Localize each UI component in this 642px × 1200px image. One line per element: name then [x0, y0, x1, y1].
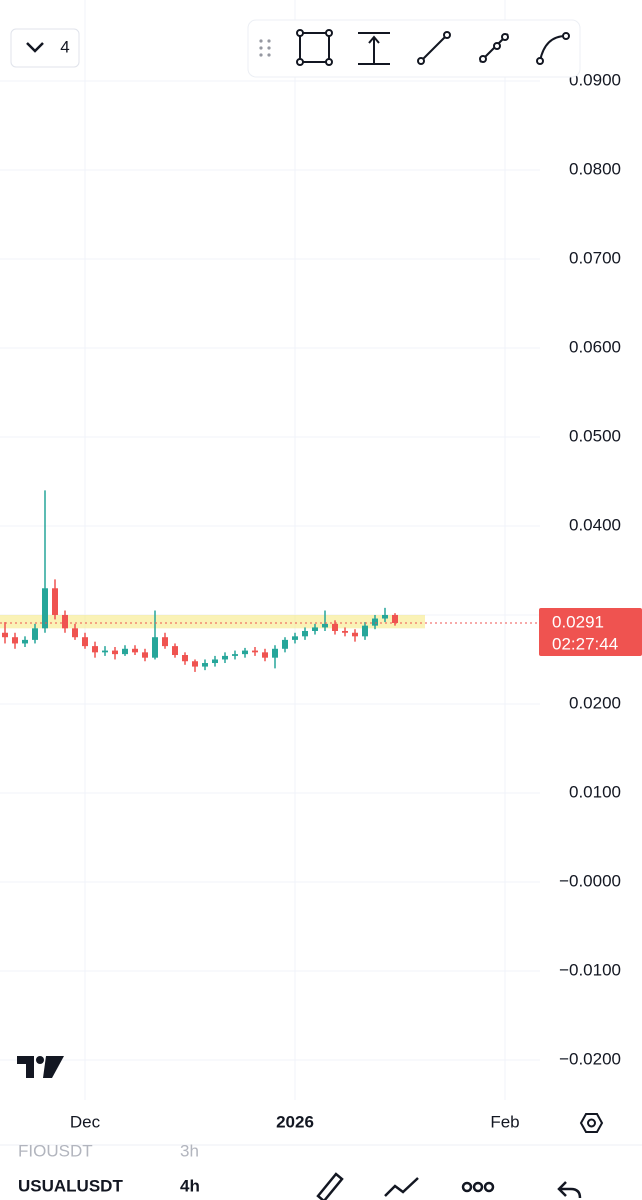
- candle-body: [362, 625, 368, 637]
- highlight-zone: [0, 614, 425, 629]
- trend-line-tool[interactable]: [417, 31, 451, 65]
- candle-body: [352, 632, 358, 637]
- edit-icon[interactable]: [316, 1172, 344, 1200]
- y-tick-label: 0.0900: [569, 70, 621, 89]
- symbol[interactable]: FIOUSDT: [18, 1141, 93, 1160]
- candle-body: [212, 659, 218, 664]
- candle-body: [182, 655, 188, 662]
- candle-body: [252, 650, 258, 653]
- candle-body: [172, 646, 178, 656]
- price-range-tool[interactable]: [358, 32, 390, 65]
- x-tick-label: Feb: [490, 1112, 519, 1131]
- interval-label: 4: [60, 37, 69, 56]
- x-tick-label: 2026: [276, 1112, 314, 1131]
- candle-body: [122, 648, 128, 655]
- candle-body: [302, 630, 308, 637]
- drawing-toolbar: [247, 19, 581, 78]
- y-tick-label: 0.0400: [569, 515, 621, 534]
- y-tick-label: 0.0700: [569, 248, 621, 267]
- y-tick-label: −0.0000: [559, 871, 621, 890]
- chevron-icon: [26, 42, 44, 53]
- candle-body: [102, 650, 108, 653]
- candle-body: [22, 639, 28, 644]
- candle-body: [112, 650, 118, 655]
- candle-body: [92, 646, 98, 653]
- candle-body: [292, 636, 298, 640]
- countdown-label: 02:27:44: [552, 634, 618, 653]
- y-tick-label: 0.0500: [569, 426, 621, 445]
- y-tick-label: −0.0200: [559, 1049, 621, 1068]
- x-tick-label: Dec: [70, 1112, 101, 1131]
- candle-body: [152, 637, 158, 658]
- candle-body: [272, 648, 278, 658]
- logo: [17, 1056, 64, 1078]
- interval[interactable]: 4h: [180, 1176, 200, 1195]
- indicators-icon[interactable]: [384, 1177, 419, 1197]
- interval: 3h: [180, 1141, 199, 1160]
- price-label-box: [539, 607, 642, 656]
- candle-body: [32, 628, 38, 640]
- ray-tool[interactable]: [479, 33, 509, 63]
- undo-icon[interactable]: [557, 1181, 582, 1199]
- y-tick-label: 0.0600: [569, 337, 621, 356]
- more-icon[interactable]: [461, 1181, 495, 1193]
- grid: [0, 0, 540, 1100]
- curve-tool[interactable]: [536, 32, 570, 65]
- candle-body: [342, 630, 348, 633]
- axes: 0.09000.08000.07000.06000.05000.04000.03…: [70, 70, 642, 1131]
- candle-body: [162, 637, 168, 647]
- y-tick-label: 0.0100: [569, 782, 621, 801]
- candle-body: [372, 618, 378, 626]
- candle-body: [82, 637, 88, 647]
- drag-handle: [259, 39, 271, 57]
- candle-body: [2, 632, 8, 638]
- last-price-label: 0.0291: [552, 612, 604, 631]
- candle-body: [52, 588, 58, 615]
- candle-body: [262, 652, 268, 658]
- y-tick-label: 0.0800: [569, 159, 621, 178]
- candle-body: [242, 650, 248, 655]
- candle-body: [62, 614, 68, 629]
- settings-button[interactable]: [579, 1113, 604, 1133]
- candle-body: [12, 637, 18, 644]
- y-tick-label: −0.0100: [559, 960, 621, 979]
- candle-body: [132, 648, 138, 653]
- candle-body: [382, 614, 388, 619]
- candle-body: [192, 661, 198, 667]
- candle-body: [142, 652, 148, 658]
- candle-body: [72, 628, 78, 638]
- candle-body: [282, 639, 288, 649]
- candle-body: [42, 588, 48, 629]
- candle-body: [232, 654, 238, 656]
- rectangle-tool[interactable]: [296, 29, 333, 66]
- candle-body: [392, 614, 398, 623]
- candle-body: [322, 623, 328, 628]
- interval-button[interactable]: [10, 28, 80, 68]
- y-tick-label: 0.0200: [569, 693, 621, 712]
- candle-body: [312, 627, 318, 631]
- candle-body: [332, 623, 338, 631]
- symbol[interactable]: USUALUSDT: [18, 1176, 123, 1195]
- candles: [0, 490, 621, 672]
- candle-body: [222, 655, 228, 660]
- candle-body: [202, 663, 208, 667]
